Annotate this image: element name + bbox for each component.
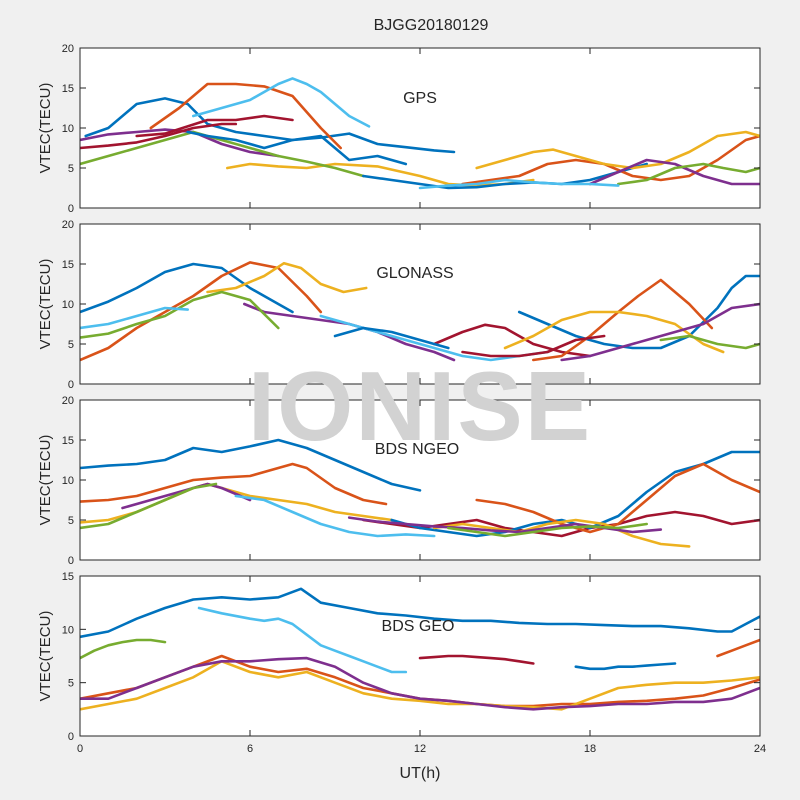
y-tick-label: 15: [62, 435, 74, 447]
y-axis-label: VTEC(TECU): [37, 611, 54, 702]
plot-area: [80, 224, 760, 384]
series-line: [461, 134, 760, 186]
series-line: [80, 306, 189, 330]
series-line: [80, 130, 365, 178]
y-tick-label: 10: [62, 123, 74, 135]
series-line: [716, 638, 760, 658]
series-line: [461, 334, 606, 358]
series-line: [80, 462, 388, 506]
y-axis-label: VTEC(TECU): [37, 83, 54, 174]
series-group: [80, 438, 760, 548]
series-line: [517, 274, 760, 350]
x-axis-label: UT(h): [400, 765, 441, 782]
figure-title: BJGG20180129: [374, 17, 489, 34]
y-tick-label: 20: [62, 43, 74, 55]
x-tick-label: 18: [584, 743, 596, 755]
series-line: [447, 522, 648, 538]
series-line: [475, 462, 760, 534]
series-line: [80, 482, 218, 530]
series-line: [560, 302, 760, 362]
series-line: [532, 278, 714, 362]
series-line: [617, 162, 760, 186]
y-tick-label: 10: [62, 624, 74, 636]
series-line: [197, 606, 408, 674]
series-line: [80, 660, 760, 711]
y-tick-label: 15: [62, 83, 74, 95]
series-line: [418, 178, 620, 190]
y-tick-label: 0: [68, 731, 74, 743]
series-line: [135, 114, 294, 138]
y-tick-label: 20: [62, 395, 74, 407]
series-group: [80, 77, 760, 190]
series-line: [418, 654, 535, 665]
plot-area: [80, 576, 760, 736]
y-tick-label: 15: [62, 571, 74, 583]
panel-label: BDS GEO: [382, 618, 455, 635]
panel-2: 0 5 10 15 20 VTEC(TECU) GLONASS: [37, 219, 761, 391]
panel-1: 0 5 10 15 20 VTEC(TECU) GPS: [37, 43, 761, 215]
series-line: [192, 77, 371, 128]
y-axis-label: VTEC(TECU): [37, 435, 54, 526]
y-tick-label: 0: [68, 555, 74, 567]
y-tick-label: 20: [62, 219, 74, 231]
series-line: [84, 97, 456, 154]
y-tick-label: 0: [68, 379, 74, 391]
y-tick-label: 15: [62, 259, 74, 271]
series-line: [574, 662, 677, 671]
panel-label: GLONASS: [376, 265, 453, 282]
series-line: [80, 587, 760, 639]
series-line: [432, 323, 592, 358]
series-line: [333, 326, 450, 350]
x-tick-label: 0: [77, 743, 83, 755]
panel-label: GPS: [403, 90, 437, 107]
y-tick-label: 0: [68, 203, 74, 215]
series-line: [234, 494, 436, 538]
series-group: [80, 261, 760, 362]
watermark: IONISE: [248, 351, 592, 461]
panels: 0 5 10 15 20 VTEC(TECU) GPS 0 5 10 15 20 VTEC(TECU) G…: [37, 43, 766, 755]
series-line: [149, 82, 342, 150]
panel-4: 0 5 10 15 0 6 12 18 24 VTEC(TECU) BDS GEO: [37, 571, 766, 755]
series-line: [80, 638, 167, 660]
panel-label: BDS NGEO: [375, 441, 459, 458]
x-tick-label: 12: [414, 743, 426, 755]
y-tick-label: 5: [68, 678, 74, 690]
series-group: [80, 587, 760, 711]
series-line: [475, 130, 760, 170]
series-line: [588, 158, 760, 186]
series-line: [659, 334, 760, 350]
x-tick-label: 24: [754, 743, 766, 755]
series-line: [362, 162, 648, 190]
series-line: [186, 130, 408, 166]
y-tick-label: 5: [68, 339, 74, 351]
series-line: [80, 262, 294, 314]
series-line: [80, 122, 238, 150]
panel-3: 0 5 10 15 20 VTEC(TECU) BDS NGEO: [37, 395, 761, 567]
series-line: [319, 314, 549, 362]
series-line: [206, 261, 368, 294]
y-tick-label: 10: [62, 299, 74, 311]
y-axis-label: VTEC(TECU): [37, 259, 54, 350]
series-line: [80, 438, 422, 492]
series-line: [432, 518, 691, 548]
series-line: [80, 656, 760, 711]
y-tick-label: 10: [62, 475, 74, 487]
y-tick-label: 5: [68, 163, 74, 175]
y-tick-label: 5: [68, 515, 74, 527]
x-tick-label: 6: [247, 743, 253, 755]
series-line: [80, 261, 323, 362]
